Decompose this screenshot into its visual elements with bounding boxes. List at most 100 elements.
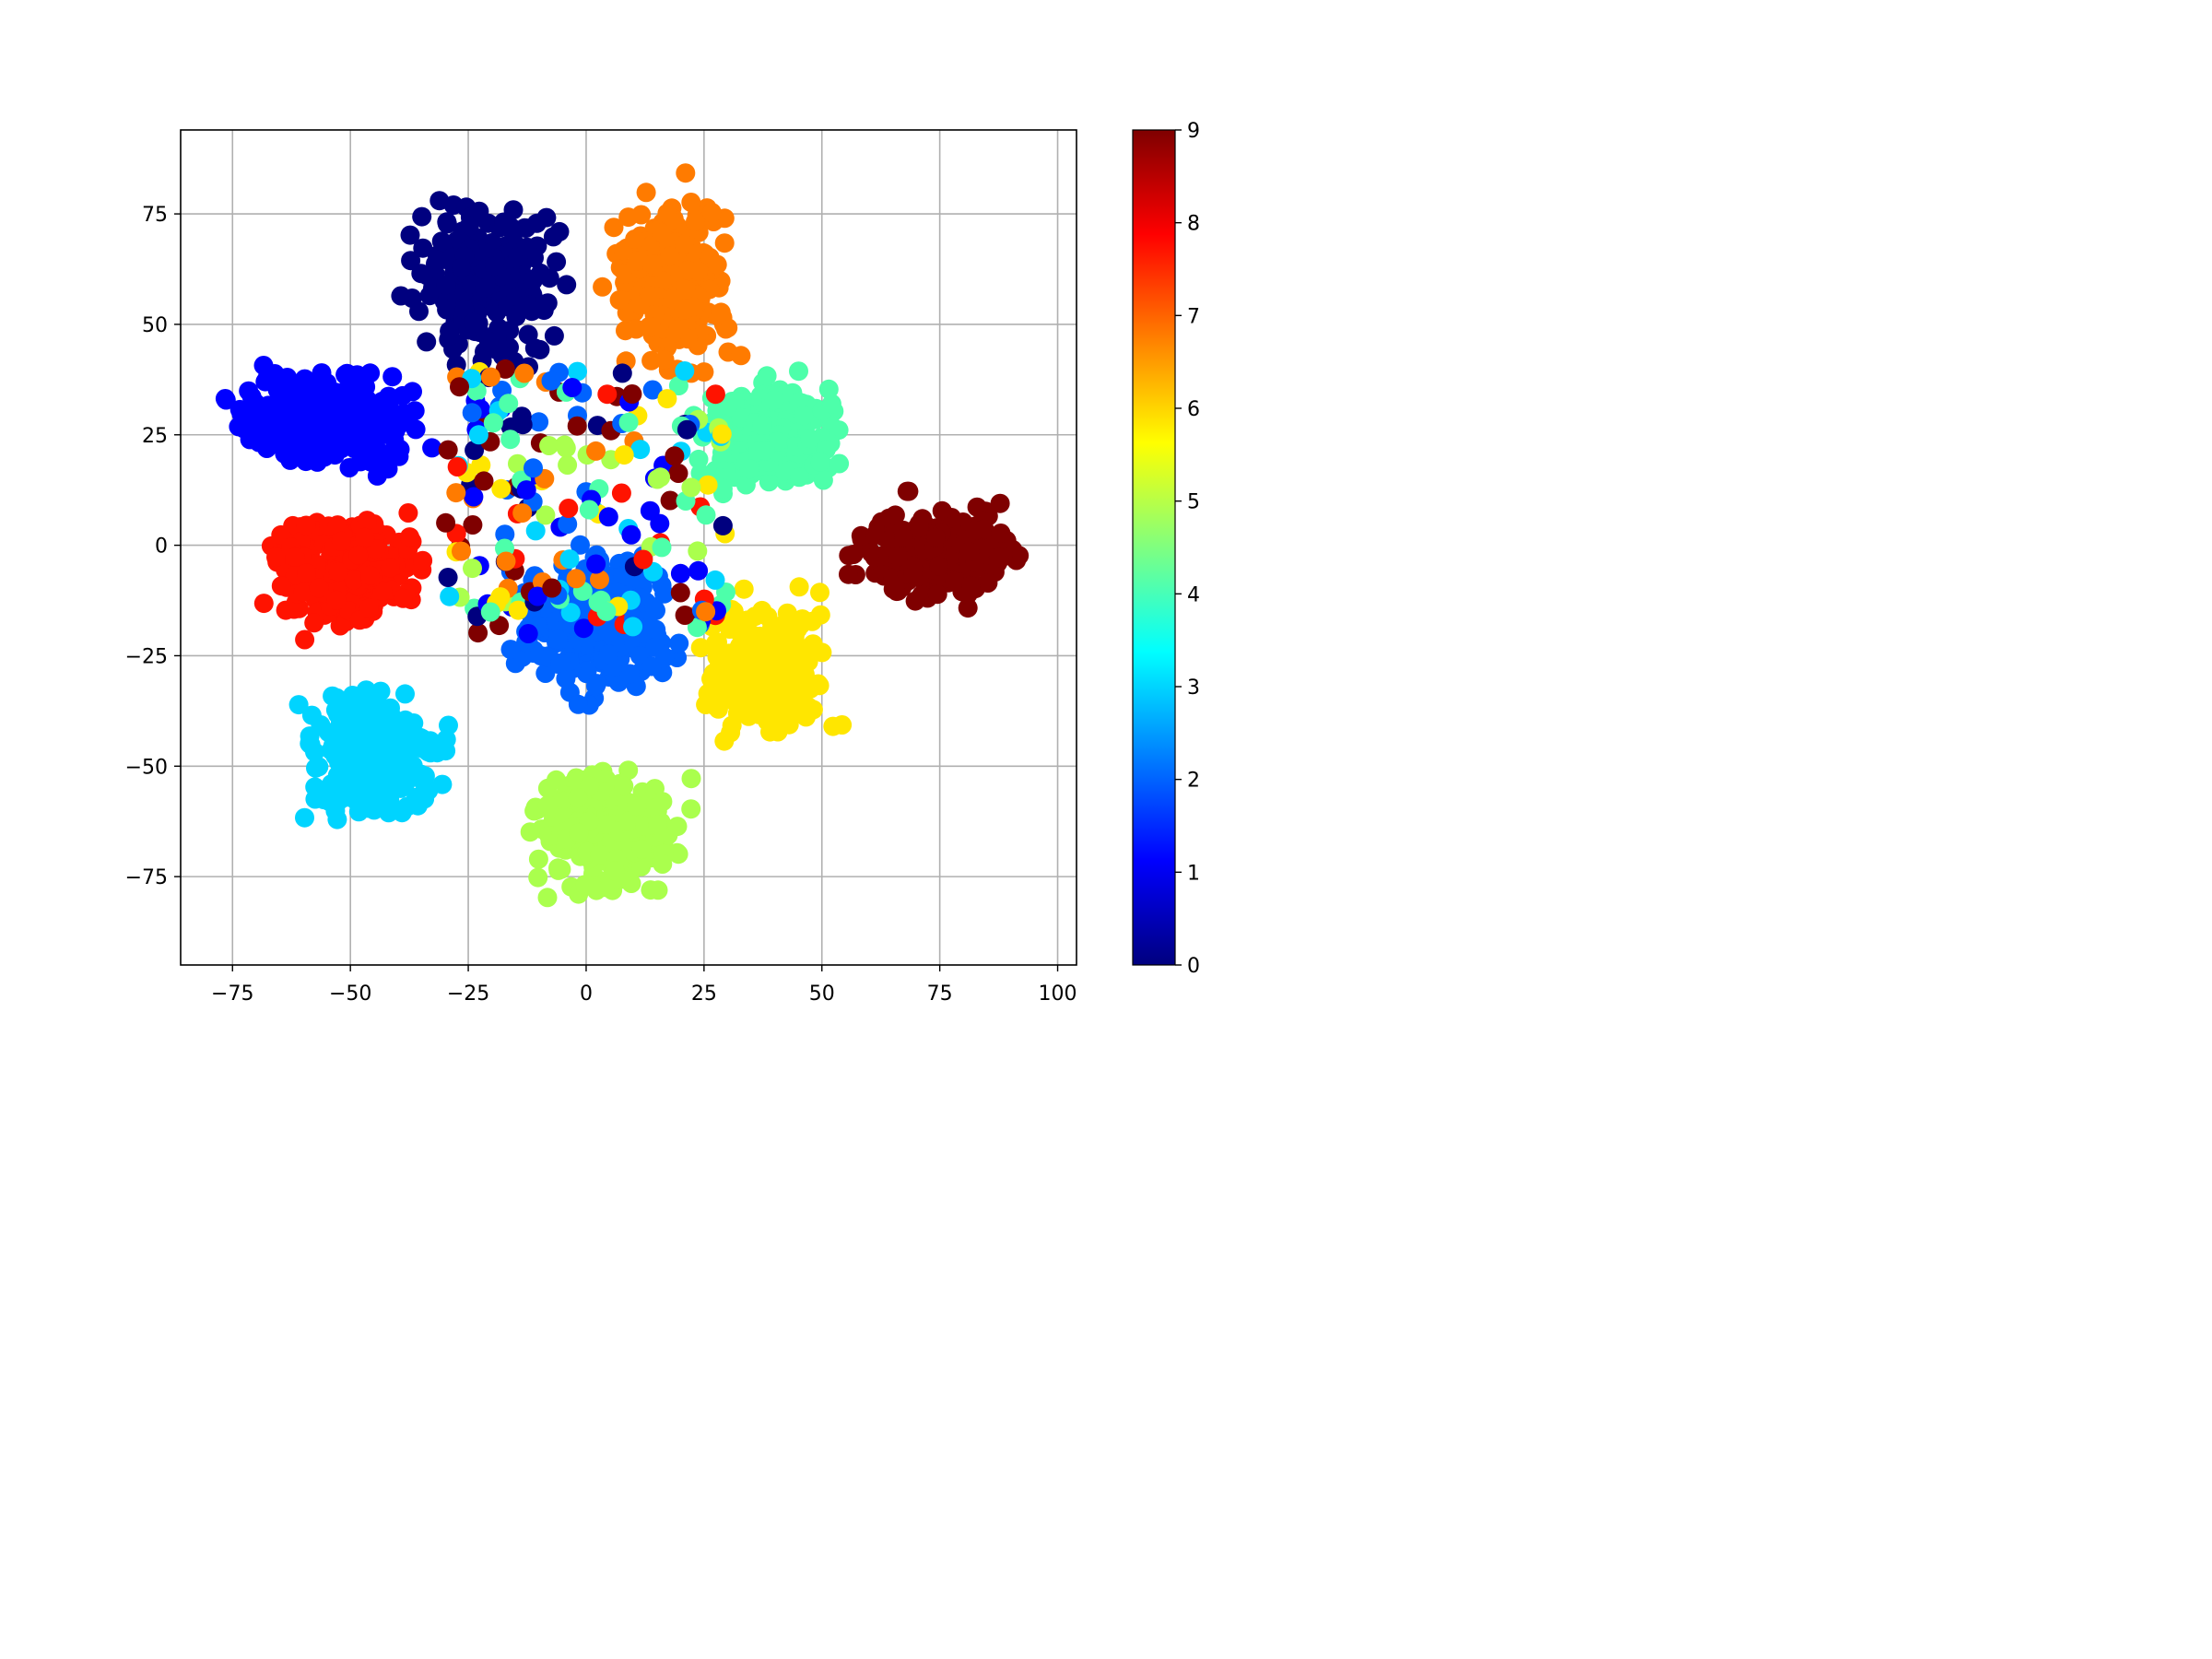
scatter-point (597, 384, 618, 405)
scatter-point (631, 205, 652, 225)
scatter-point (305, 742, 324, 762)
scatter-point (253, 594, 274, 614)
scatter-point (389, 446, 409, 466)
scatter-point (395, 684, 415, 704)
scatter-point (508, 600, 528, 620)
scatter-point (246, 394, 265, 413)
scatter-point (732, 622, 752, 642)
scatter-point (345, 404, 365, 424)
scatter-point (407, 795, 428, 816)
scatter-point (341, 427, 361, 447)
scatter-point (652, 537, 672, 558)
scatter-point (965, 521, 985, 540)
scatter-point (234, 418, 254, 439)
scatter-point (640, 500, 660, 521)
scatter-point (694, 362, 714, 382)
scatter-point (712, 424, 732, 444)
scatter-point (436, 512, 456, 533)
scatter-point (832, 715, 853, 735)
scatter-point (604, 218, 624, 238)
scatter-point (752, 415, 772, 435)
scatter-point (810, 582, 830, 603)
scatter-point (556, 438, 576, 458)
scatter-point (764, 390, 784, 410)
scatter-point (688, 560, 709, 581)
scatter-point (438, 299, 458, 319)
scatter-point (631, 839, 652, 859)
scatter-point (359, 798, 379, 818)
scatter-point (382, 367, 403, 387)
scatter-point (328, 562, 348, 582)
scatter-point (621, 524, 641, 545)
scatter-point (362, 437, 382, 457)
x-tick-label: −25 (447, 982, 489, 1006)
scatter-point (830, 453, 850, 474)
scatter-point (535, 505, 556, 525)
scatter-point (630, 440, 651, 460)
scatter-point (326, 590, 347, 610)
scatter-point (722, 715, 742, 735)
scatter-point (327, 809, 347, 830)
scatter-point (794, 406, 814, 426)
colorbar-axis: 0 1 2 3 4 5 6 7 8 9 (1175, 120, 1200, 978)
scatter-point (636, 182, 656, 203)
scatter-point (843, 545, 864, 564)
scatter-point (409, 301, 429, 322)
scatter-point (537, 293, 558, 313)
scatter-point (731, 346, 751, 366)
scatter-point (681, 477, 701, 498)
colorbar-tick-label: 3 (1187, 677, 1200, 700)
scatter-point (327, 515, 347, 535)
scatter-point (596, 601, 617, 621)
scatter-point (381, 797, 400, 818)
scatter-point (280, 450, 300, 470)
scatter-point (654, 349, 675, 370)
scatter-point (642, 380, 663, 400)
scatter-point (558, 455, 578, 475)
scatter-point (500, 429, 521, 450)
scatter-point (735, 475, 756, 495)
scatter-point (395, 411, 416, 431)
scatter-point (622, 384, 642, 404)
scatter-point (932, 500, 952, 521)
scatter-point (474, 471, 494, 491)
scatter-point (707, 254, 727, 275)
y-tick-label: −75 (125, 866, 168, 889)
scatter-point (503, 200, 524, 220)
scatter-point (745, 606, 765, 627)
scatter-point (447, 457, 467, 477)
scatter-point (295, 629, 315, 650)
scatter-point (756, 677, 776, 697)
scatter-point (549, 221, 570, 241)
scatter-point (491, 478, 512, 499)
scatter-point (784, 627, 805, 647)
scatter-point (903, 563, 924, 583)
scatter-point (557, 275, 577, 295)
scatter-point (436, 275, 456, 295)
scatter-point (586, 676, 606, 696)
scatter-point (483, 413, 503, 433)
scatter-point (568, 694, 588, 714)
scatter-point (558, 514, 578, 535)
scatter-point (612, 363, 632, 383)
scatter-point (318, 382, 338, 402)
scatter-point (539, 436, 559, 455)
y-tick-label: 25 (142, 425, 168, 448)
scatter-point (755, 441, 775, 461)
scatter-point (781, 673, 801, 693)
scatter-point (777, 603, 797, 623)
colorbar-frame (1132, 129, 1176, 966)
scatter-point (593, 276, 613, 297)
scatter-point (839, 564, 858, 584)
scatter-point (675, 235, 694, 254)
scatter-point (800, 429, 820, 449)
scatter-point (523, 271, 543, 291)
scatter-point (614, 445, 634, 465)
scatter-point (542, 578, 562, 598)
scatter-point (626, 319, 646, 339)
scatter-point (362, 758, 382, 778)
scatter-point (681, 193, 701, 212)
scatter-point (628, 251, 647, 271)
scatter-point (569, 823, 589, 843)
